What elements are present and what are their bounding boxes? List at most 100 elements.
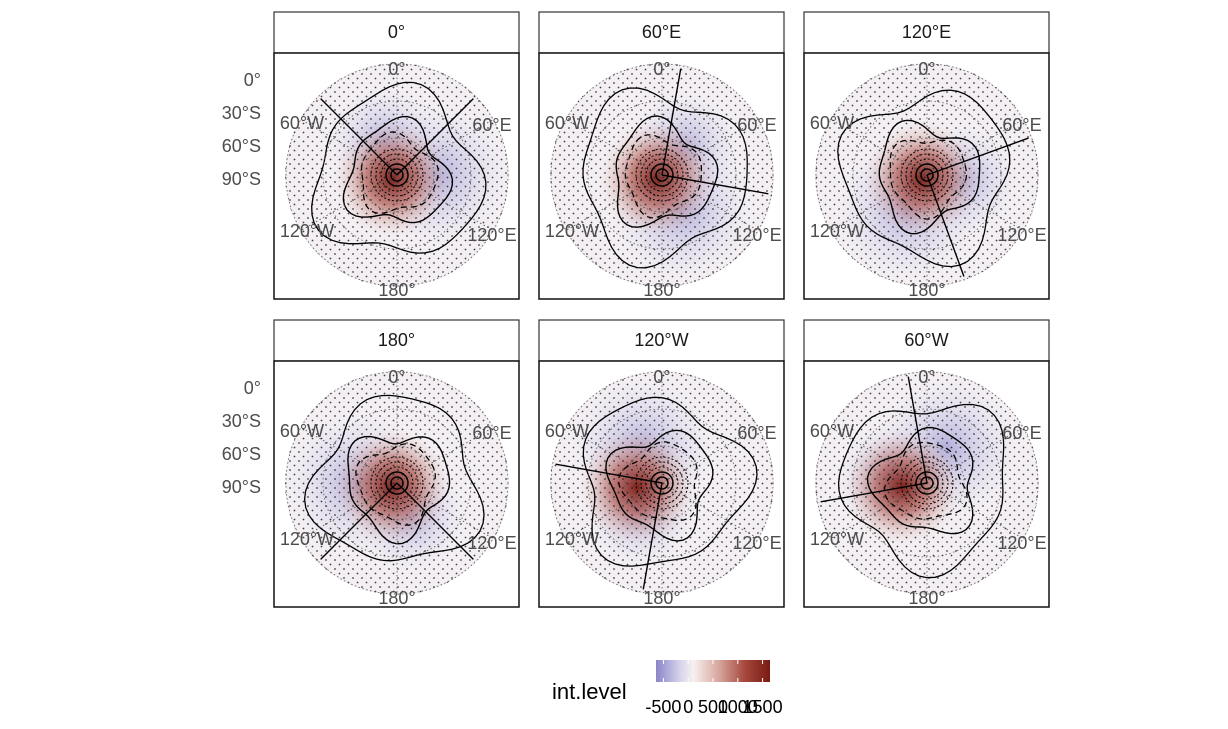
latitude-gridline bbox=[815, 63, 1039, 287]
longitude-label: 0° bbox=[918, 59, 935, 79]
longitude-label: 120°E bbox=[997, 533, 1046, 553]
longitude-label: 180° bbox=[643, 280, 680, 300]
sector-boundary-line bbox=[907, 376, 928, 484]
sector-boundary-line bbox=[642, 482, 663, 590]
sector-boundary-line bbox=[396, 98, 474, 176]
longitude-label: 0° bbox=[388, 59, 405, 79]
latitude-gridline bbox=[889, 137, 965, 213]
latitude-label: 30°S bbox=[222, 411, 261, 431]
longitude-label: 180° bbox=[908, 280, 945, 300]
longitude-gridline bbox=[564, 118, 663, 176]
contour-line bbox=[650, 163, 674, 187]
longitude-gridline bbox=[396, 174, 495, 232]
contour-line bbox=[605, 429, 714, 542]
contour-line bbox=[915, 163, 939, 187]
latitude-gridline bbox=[815, 371, 1039, 595]
facet-panel: 60°W 0° 60°W 60°E 120°W 120°E 180° bbox=[803, 319, 1050, 608]
facet-strip-label: 120°E bbox=[902, 22, 951, 42]
sector-boundary-line bbox=[926, 137, 1029, 176]
latitude-gridline bbox=[322, 100, 472, 250]
longitude-label: 0° bbox=[918, 367, 935, 387]
longitude-gridline bbox=[829, 426, 928, 484]
legend-tick-label: -500 bbox=[645, 697, 681, 717]
longitude-label: 60°W bbox=[810, 113, 854, 133]
sector-boundary-line bbox=[661, 174, 769, 195]
longitude-labels: 0° 60°W 60°E 120°W 120°E 180° bbox=[280, 59, 517, 300]
longitude-label: 120°W bbox=[545, 529, 599, 549]
facet-strip bbox=[538, 319, 785, 362]
latitude-gridline bbox=[852, 100, 1002, 250]
longitude-label: 120°E bbox=[467, 225, 516, 245]
longitude-label: 60°W bbox=[280, 421, 324, 441]
contour-line bbox=[303, 394, 485, 562]
longitude-label: 0° bbox=[388, 367, 405, 387]
latitude-gridline bbox=[285, 371, 509, 595]
facet-panel: 180° 0° 60°W 60°E 120°W 120°E 180° bbox=[273, 319, 520, 608]
latitude-gridline bbox=[285, 63, 509, 287]
contour-line bbox=[889, 139, 968, 220]
latitude-gridline bbox=[624, 445, 700, 521]
contour-line bbox=[355, 443, 436, 526]
latitude-gridline bbox=[322, 408, 472, 558]
legend-colorbar bbox=[656, 660, 770, 682]
longitude-gridline bbox=[661, 426, 760, 484]
contour-line bbox=[650, 471, 674, 495]
contour-line bbox=[883, 441, 968, 520]
longitude-label: 120°E bbox=[997, 225, 1046, 245]
facet-panel: 120°W 0° 60°W 60°E 120°W 120°E 180° bbox=[538, 319, 785, 608]
latitude-gridline bbox=[852, 408, 1002, 558]
latitude-label: 0° bbox=[244, 70, 261, 90]
contour-line bbox=[635, 456, 689, 510]
contour-line bbox=[837, 89, 1011, 268]
longitude-gridline bbox=[926, 482, 1025, 540]
contour-line bbox=[385, 471, 409, 495]
longitude-gridline bbox=[829, 118, 928, 176]
contour-line bbox=[390, 168, 404, 182]
facet-strip-label: 60°W bbox=[904, 330, 948, 350]
contour-line bbox=[920, 476, 934, 490]
longitude-label: 60°E bbox=[737, 423, 776, 443]
contour-line bbox=[360, 131, 439, 214]
contour-line bbox=[915, 471, 939, 495]
facet-panel: 120°E 0° 60°W 60°E 120°W 120°E 180° bbox=[803, 11, 1050, 300]
longitude-labels: 0° 60°W 60°E 120°W 120°E 180° bbox=[810, 367, 1047, 608]
longitude-gridline bbox=[661, 482, 760, 540]
longitude-gridline bbox=[299, 482, 398, 540]
sector-boundary-line bbox=[661, 68, 682, 176]
longitude-gridline bbox=[299, 426, 398, 484]
legend-tick-label: 1000 bbox=[718, 697, 758, 717]
latitude-label: 60°S bbox=[222, 136, 261, 156]
longitude-gridline bbox=[396, 426, 495, 484]
legend-title: int.level bbox=[552, 679, 627, 704]
latitude-label: 0° bbox=[244, 378, 261, 398]
sector-boundary-line bbox=[320, 482, 398, 560]
longitude-gridline bbox=[829, 482, 928, 540]
facet-strip bbox=[538, 11, 785, 54]
longitude-label: 180° bbox=[378, 280, 415, 300]
latitude-label: 30°S bbox=[222, 103, 261, 123]
latitude-gridline bbox=[624, 137, 700, 213]
longitude-gridline bbox=[926, 174, 1025, 232]
longitude-gridline bbox=[564, 174, 663, 232]
longitude-gridline bbox=[661, 118, 760, 176]
longitude-labels: 0° 60°W 60°E 120°W 120°E 180° bbox=[545, 367, 782, 607]
facet-strip bbox=[273, 319, 520, 362]
latitude-gridline bbox=[889, 445, 965, 521]
longitude-label: 60°W bbox=[280, 113, 324, 133]
sector-boundary-line bbox=[320, 98, 398, 176]
contour-line bbox=[385, 163, 409, 187]
longitude-label: 120°E bbox=[467, 533, 516, 553]
longitude-gridline bbox=[829, 174, 928, 232]
contour-line bbox=[635, 148, 689, 202]
longitude-gridline bbox=[396, 482, 495, 540]
sector-boundary-line bbox=[926, 174, 965, 277]
contour-line bbox=[900, 456, 954, 510]
longitude-label: 120°W bbox=[280, 221, 334, 241]
sector-boundary-line bbox=[555, 463, 663, 484]
longitude-gridline bbox=[299, 118, 398, 176]
sector-boundary-line bbox=[396, 482, 474, 560]
longitude-labels: 0° 60°W 60°E 120°W 120°E 180° bbox=[280, 367, 517, 607]
contour-line bbox=[582, 396, 758, 567]
legend-tick-label: 500 bbox=[698, 697, 728, 717]
longitude-label: 180° bbox=[908, 588, 945, 608]
